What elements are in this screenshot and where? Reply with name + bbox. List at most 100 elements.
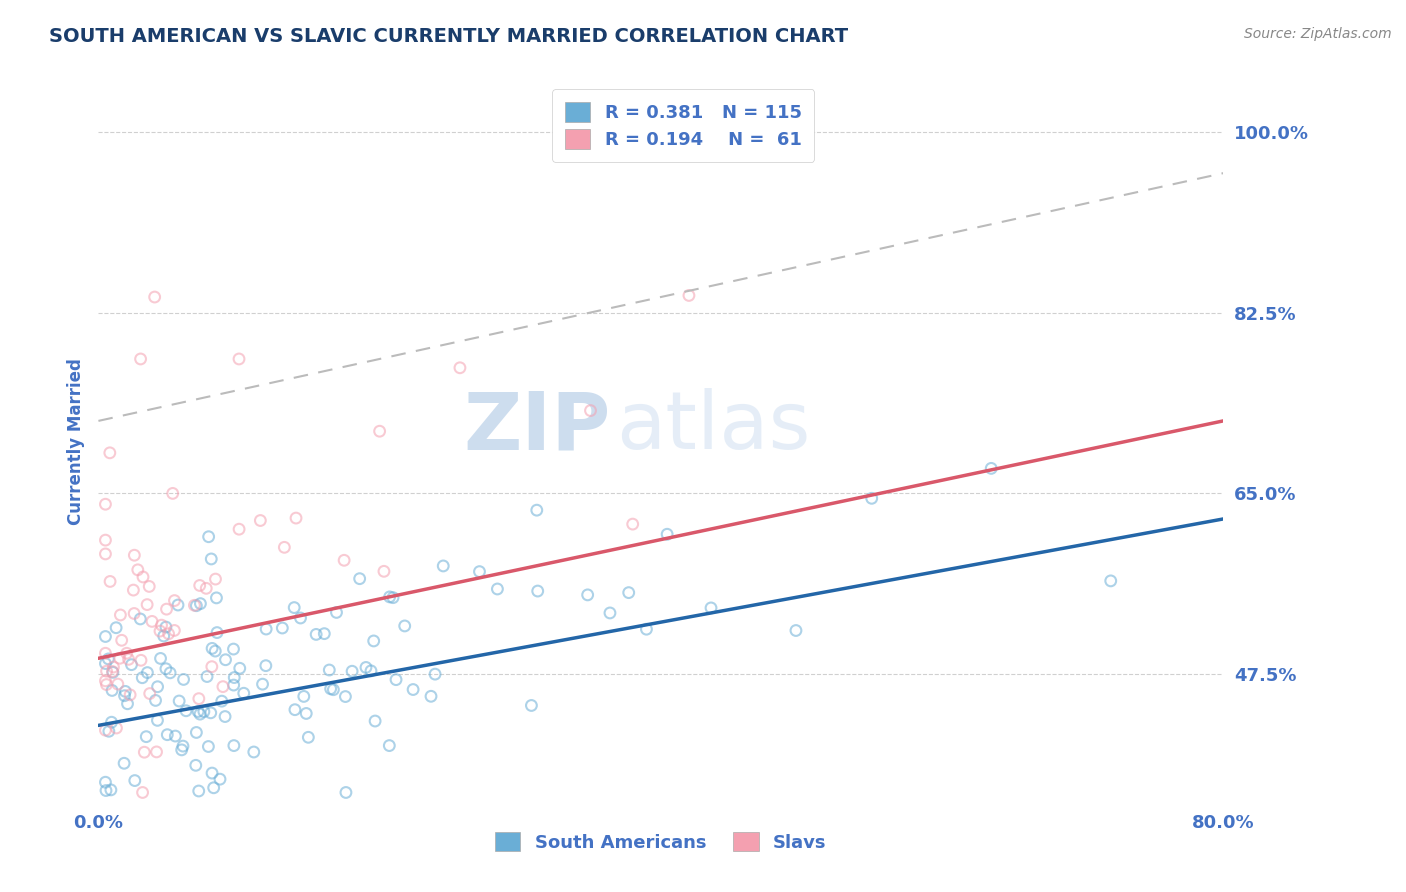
Point [146, 714, 169, 728]
Point [186, 725, 208, 739]
Point [155, 602, 177, 616]
Point [621, 517, 644, 532]
Point [100, 783, 122, 797]
Point [325, 606, 347, 620]
Point [980, 461, 1002, 475]
Point [860, 491, 883, 506]
Point [468, 565, 491, 579]
Point [322, 682, 344, 697]
Point [249, 514, 271, 528]
Point [200, 706, 222, 720]
Point [112, 756, 135, 771]
Point [162, 486, 184, 500]
Point [138, 687, 160, 701]
Point [124, 548, 146, 562]
Point [132, 570, 155, 584]
Point [187, 784, 209, 798]
Point [284, 703, 307, 717]
Point [107, 677, 129, 691]
Point [165, 729, 187, 743]
Point [94, 497, 117, 511]
Point [174, 704, 197, 718]
Point [285, 511, 308, 525]
Point [214, 709, 236, 723]
Point [290, 611, 312, 625]
Point [149, 651, 172, 665]
Text: ZIP: ZIP [463, 388, 610, 467]
Point [167, 598, 190, 612]
Point [94, 783, 117, 797]
Point [224, 671, 246, 685]
Point [170, 743, 193, 757]
Point [201, 659, 224, 673]
Point [159, 665, 181, 680]
Point [146, 680, 169, 694]
Point [122, 607, 145, 621]
Point [314, 626, 336, 640]
Point [360, 664, 382, 678]
Point [143, 290, 166, 304]
Point [195, 582, 218, 596]
Point [188, 707, 211, 722]
Point [100, 715, 122, 730]
Point [201, 766, 224, 780]
Point [156, 728, 179, 742]
Point [197, 530, 219, 544]
Point [129, 612, 152, 626]
Point [340, 665, 363, 679]
Point [111, 633, 134, 648]
Point [96, 677, 118, 691]
Point [335, 690, 357, 704]
Point [129, 351, 152, 366]
Point [173, 673, 195, 687]
Point [432, 558, 454, 573]
Point [110, 607, 132, 622]
Legend: South Americans, Slavs: South Americans, Slavs [488, 824, 834, 859]
Point [114, 684, 136, 698]
Y-axis label: Currently Married: Currently Married [66, 358, 84, 525]
Point [617, 585, 640, 599]
Point [368, 424, 391, 438]
Point [172, 739, 194, 753]
Point [129, 653, 152, 667]
Point [363, 634, 385, 648]
Point [190, 597, 212, 611]
Point [98, 574, 121, 589]
Point [167, 694, 190, 708]
Point [149, 624, 172, 639]
Point [295, 706, 318, 721]
Point [202, 780, 225, 795]
Point [297, 731, 319, 745]
Point [94, 775, 117, 789]
Point [349, 572, 371, 586]
Point [449, 360, 471, 375]
Point [184, 758, 207, 772]
Text: SOUTH AMERICAN VS SLAVIC CURRENTLY MARRIED CORRELATION CHART: SOUTH AMERICAN VS SLAVIC CURRENTLY MARRI… [49, 27, 848, 45]
Point [232, 686, 254, 700]
Point [211, 694, 233, 708]
Point [214, 653, 236, 667]
Point [101, 665, 124, 680]
Point [335, 785, 357, 799]
Point [205, 591, 228, 605]
Point [243, 745, 266, 759]
Text: atlas: atlas [616, 388, 810, 467]
Point [222, 739, 245, 753]
Point [115, 646, 138, 660]
Point [138, 579, 160, 593]
Point [1099, 574, 1122, 588]
Point [94, 533, 117, 548]
Point [205, 625, 228, 640]
Point [254, 658, 277, 673]
Point [103, 660, 125, 674]
Point [271, 621, 294, 635]
Point [101, 665, 124, 679]
Point [252, 677, 274, 691]
Point [152, 629, 174, 643]
Point [228, 522, 250, 536]
Point [94, 673, 117, 688]
Text: Source: ZipAtlas.com: Source: ZipAtlas.com [1244, 27, 1392, 41]
Point [201, 641, 224, 656]
Point [197, 739, 219, 754]
Point [150, 618, 173, 632]
